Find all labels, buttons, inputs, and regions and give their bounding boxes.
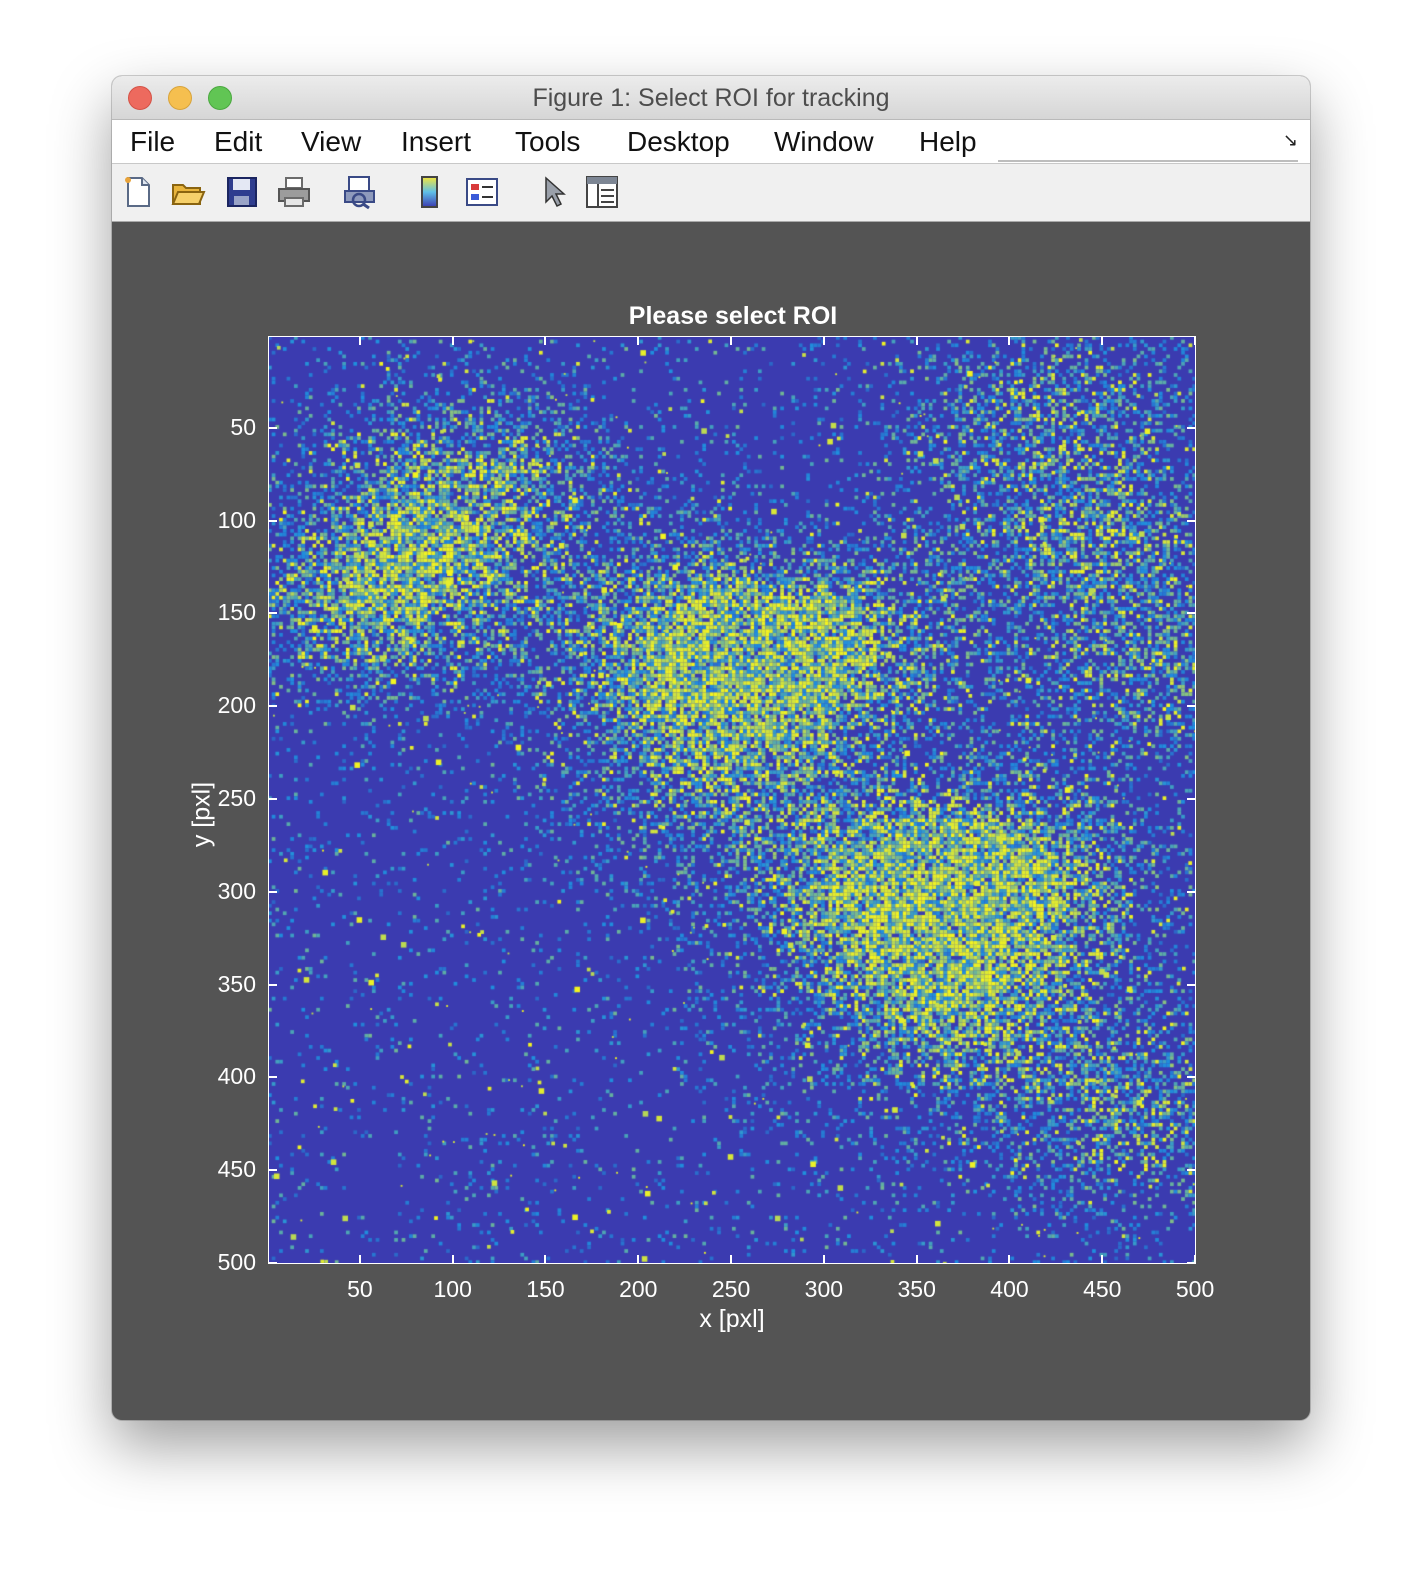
x-tick-mark — [358, 336, 361, 345]
x-tick-mark — [915, 1255, 918, 1264]
y-tick-label: 450 — [217, 1156, 256, 1183]
menu-tools[interactable]: Tools — [515, 126, 581, 157]
y-tick-label: 400 — [217, 1063, 256, 1090]
y-tick-label: 350 — [217, 970, 256, 997]
y-tick-mark — [268, 612, 277, 615]
y-tick-mark — [268, 1262, 277, 1265]
y-tick-label: 250 — [217, 785, 256, 812]
x-tick-label: 100 — [433, 1276, 472, 1302]
y-tick-mark — [268, 519, 277, 522]
x-tick-mark — [637, 336, 640, 345]
x-tick-mark — [1008, 336, 1011, 345]
menu-help[interactable]: Help — [919, 126, 977, 157]
y-tick-mark — [268, 983, 277, 986]
title-bar[interactable]: Figure 1: Select ROI for tracking — [112, 76, 1310, 120]
y-tick-label: 200 — [217, 692, 256, 719]
minimize-window-icon[interactable] — [168, 86, 192, 110]
y-tick-mark — [1187, 519, 1196, 522]
plot-title: Please select ROI — [628, 302, 838, 330]
y-tick-mark — [1187, 890, 1196, 893]
x-tick-mark — [637, 1255, 640, 1264]
print-icon[interactable] — [276, 174, 312, 210]
y-tick-mark — [1187, 612, 1196, 615]
x-tick-mark — [1101, 1255, 1104, 1264]
x-tick-mark — [822, 1255, 825, 1264]
menu-bar: File Edit View Insert Tools Desktop Wind… — [112, 120, 1310, 164]
edit-plot-pointer-icon[interactable] — [536, 174, 572, 210]
y-tick-mark — [1187, 1169, 1196, 1172]
save-icon[interactable] — [224, 174, 260, 210]
x-tick-label: 150 — [526, 1276, 565, 1302]
y-tick-mark — [1187, 705, 1196, 708]
menu-edit[interactable]: Edit — [214, 126, 263, 157]
x-tick-mark — [1194, 336, 1197, 345]
x-tick-label: 400 — [990, 1276, 1029, 1302]
y-tick-mark — [268, 1076, 277, 1079]
window-title: Figure 1: Select ROI for tracking — [532, 84, 890, 112]
y-tick-label: 300 — [217, 877, 256, 904]
x-tick-label: 300 — [804, 1276, 844, 1302]
y-tick-mark — [1187, 426, 1196, 429]
plot-area: Please select ROI 50 100 150 200 250 300 350 40… — [112, 222, 1310, 1420]
colorbar-icon[interactable] — [412, 174, 448, 210]
x-tick-label: 450 — [1083, 1276, 1122, 1302]
y-tick-mark — [1187, 798, 1196, 801]
figure-window: Figure 1: Select ROI for tracking File E… — [112, 76, 1310, 1420]
y-tick-label: 500 — [217, 1249, 256, 1276]
menu-view[interactable]: View — [301, 126, 362, 157]
x-axis-label: x [pxl] — [699, 1305, 765, 1333]
figure-toolbar — [112, 164, 1310, 222]
y-tick-mark — [268, 798, 277, 801]
x-tick-mark — [915, 336, 918, 345]
undock-arrow-icon[interactable]: ↘ — [1282, 130, 1298, 150]
x-tick-mark — [822, 336, 825, 345]
zoom-window-icon[interactable] — [208, 86, 232, 110]
x-tick-mark — [451, 336, 454, 345]
x-tick-label: 200 — [619, 1276, 658, 1302]
x-tick-label: 500 — [1175, 1276, 1215, 1302]
x-tick-mark — [544, 1255, 547, 1264]
x-tick-mark — [1008, 1255, 1011, 1264]
y-tick-mark — [1187, 1076, 1196, 1079]
y-tick-label: 50 — [230, 413, 256, 440]
print-preview-icon[interactable] — [342, 174, 378, 210]
menu-desktop[interactable]: Desktop — [627, 126, 730, 157]
y-tick-mark — [268, 890, 277, 893]
new-figure-icon[interactable] — [120, 174, 156, 210]
y-tick-mark — [1187, 983, 1196, 986]
x-tick-mark — [1101, 336, 1104, 345]
menu-window[interactable]: Window — [774, 126, 874, 157]
x-tick-label: 250 — [711, 1276, 751, 1302]
y-tick-mark — [268, 426, 277, 429]
y-tick-label: 100 — [217, 506, 256, 533]
close-window-icon[interactable] — [128, 86, 152, 110]
x-tick-mark — [1194, 1255, 1197, 1264]
x-tick-mark — [730, 336, 733, 345]
x-tick-mark — [730, 1255, 733, 1264]
y-axis-label: y [pxl] — [187, 781, 216, 848]
menu-file[interactable]: File — [130, 126, 176, 157]
x-tick-mark — [544, 336, 547, 345]
y-tick-label: 150 — [217, 599, 256, 626]
image-axes[interactable] — [268, 336, 1196, 1264]
property-inspector-icon[interactable] — [584, 174, 620, 210]
y-tick-mark — [268, 705, 277, 708]
menu-insert[interactable]: Insert — [401, 126, 472, 157]
x-tick-mark — [358, 1255, 361, 1264]
y-tick-mark — [1187, 1262, 1196, 1265]
legend-icon[interactable] — [464, 174, 500, 210]
x-tick-label: 50 — [347, 1276, 373, 1302]
heatmap-image[interactable] — [268, 336, 1196, 1264]
x-tick-label: 350 — [897, 1276, 936, 1302]
y-tick-mark — [268, 1169, 277, 1172]
open-file-icon[interactable] — [170, 174, 206, 210]
menu-separator — [998, 160, 1298, 162]
x-tick-mark — [451, 1255, 454, 1264]
